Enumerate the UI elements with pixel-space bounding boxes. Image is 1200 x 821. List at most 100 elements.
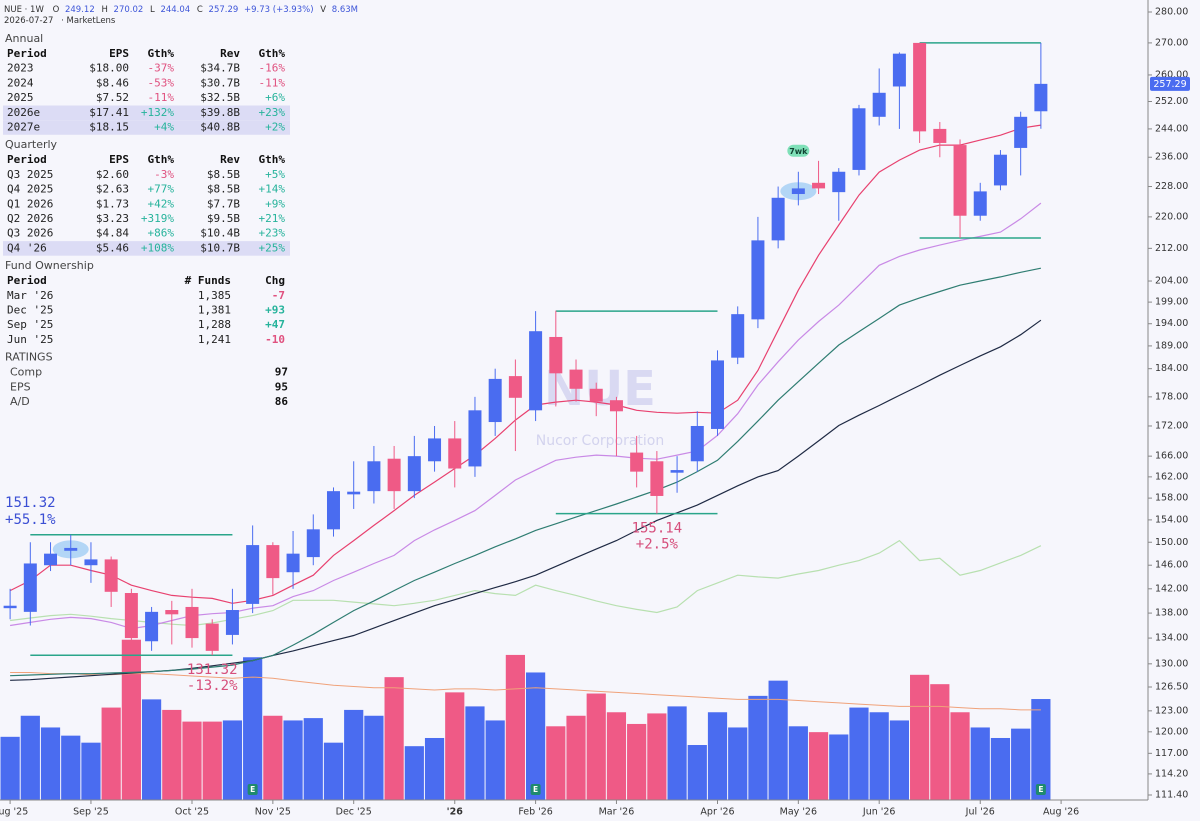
table-cell: +108% (141, 241, 174, 254)
candle-body (326, 491, 340, 530)
volume-bar (788, 726, 808, 800)
table-cell: $18.00 (89, 62, 129, 75)
last-price-label: 257.29 (1153, 79, 1186, 90)
candle-body (1034, 83, 1048, 112)
volume-bar (323, 742, 344, 800)
table-cell: +77% (148, 183, 175, 196)
volume-bar (829, 734, 849, 800)
candle-body (650, 461, 664, 496)
candle-body (64, 547, 78, 551)
table-cell: $32.5B (200, 91, 240, 104)
volume-bar (263, 715, 283, 800)
volume-bar (141, 699, 162, 800)
y-tick-label: 134.00 (1155, 633, 1188, 644)
candle-body (589, 388, 603, 402)
y-tick-label: 126.50 (1155, 682, 1188, 693)
base-low-change: -13.2% (187, 678, 238, 694)
candle-body (165, 610, 179, 615)
table-cell: 1,241 (198, 333, 231, 346)
y-tick-label: 212.00 (1155, 243, 1188, 254)
x-tick-label: Nov '25 (255, 807, 291, 818)
rating-value: 95 (275, 380, 288, 393)
y-tick-label: 244.00 (1155, 123, 1188, 134)
candle-body (367, 461, 381, 492)
volume-bar (384, 677, 404, 800)
column-header: Gth% (259, 153, 286, 166)
y-tick-label: 158.00 (1155, 493, 1188, 504)
column-header: Gth% (148, 153, 175, 166)
y-tick-label: 189.00 (1155, 340, 1188, 351)
y-tick-label: 142.00 (1155, 583, 1188, 594)
volume-bar (283, 720, 303, 800)
table-cell: Q4 '26 (7, 241, 47, 254)
table-cell: -37% (148, 62, 175, 75)
x-tick-label: Aug '25 (0, 807, 28, 818)
volume-bar (525, 672, 546, 800)
candle-body (407, 456, 421, 492)
volume-bar (1031, 699, 1051, 800)
table-cell: Sep '25 (7, 318, 53, 331)
candle-body (387, 458, 401, 492)
x-tick-label: Apr '26 (700, 807, 734, 818)
table-cell: $30.7B (200, 76, 240, 89)
x-tick-label: Dec '25 (336, 807, 372, 818)
volume-bar (707, 712, 728, 800)
candle-body (832, 171, 846, 193)
table-cell: +23% (259, 227, 286, 240)
candle-body (44, 553, 58, 566)
y-tick-label: 114.20 (1155, 768, 1188, 779)
candle-body (751, 240, 765, 320)
candle-body (711, 360, 724, 429)
table-cell: 2027e (7, 121, 40, 134)
header-sub: 2026-07-27 · MarketLens (4, 16, 116, 26)
candle-body (468, 410, 482, 467)
column-header: Period (7, 274, 47, 287)
rating-value: 86 (275, 395, 289, 408)
section-title: RATINGS (5, 351, 53, 364)
table-cell: -11% (148, 91, 175, 104)
candle-body (205, 623, 219, 651)
candle-body (791, 188, 805, 195)
x-tick-label: Aug '26 (1043, 807, 1079, 818)
high-label: H (101, 5, 107, 15)
column-header: Gth% (148, 47, 175, 60)
panel-background (0, 30, 292, 412)
badge-background (787, 144, 810, 157)
table-cell: $18.15 (89, 121, 129, 134)
candle-body (892, 53, 906, 87)
watermark-company: Nucor Corporation (536, 433, 665, 449)
close-label: C (197, 5, 203, 15)
table-cell: $1.73 (96, 197, 129, 210)
volume-bar (61, 735, 81, 800)
candle-body (347, 491, 361, 495)
table-cell: -11% (259, 76, 286, 89)
volume-bar (121, 639, 141, 800)
candle-body (569, 369, 583, 389)
table-cell: Mar '26 (7, 289, 53, 302)
table-cell: 1,288 (198, 318, 231, 331)
y-tick-label: 150.00 (1155, 537, 1188, 548)
candle-body (246, 545, 260, 604)
volume-bar (485, 720, 505, 800)
base-high-change: +55.1% (5, 512, 56, 528)
volume-bar (465, 706, 485, 800)
candle-body (225, 610, 239, 635)
moving-average-line (9, 124, 1041, 604)
table-cell: -53% (148, 76, 175, 89)
y-tick-label: 146.00 (1155, 560, 1188, 571)
volume-bar (101, 707, 121, 800)
volume-bar (1011, 728, 1031, 800)
volume-bar (606, 712, 627, 800)
candle-body (973, 191, 987, 216)
candle-body (953, 145, 967, 216)
table-cell: Q3 2025 (7, 168, 53, 181)
y-tick-label: 220.00 (1155, 211, 1188, 222)
y-tick-label: 120.00 (1155, 726, 1188, 737)
table-cell: $4.84 (96, 227, 129, 240)
high-value: 270.02 (114, 5, 144, 15)
volume-bar (424, 737, 445, 800)
rating-value: 97 (275, 366, 288, 379)
earnings-marker (530, 784, 541, 795)
badge-label: 7wk (789, 147, 808, 156)
